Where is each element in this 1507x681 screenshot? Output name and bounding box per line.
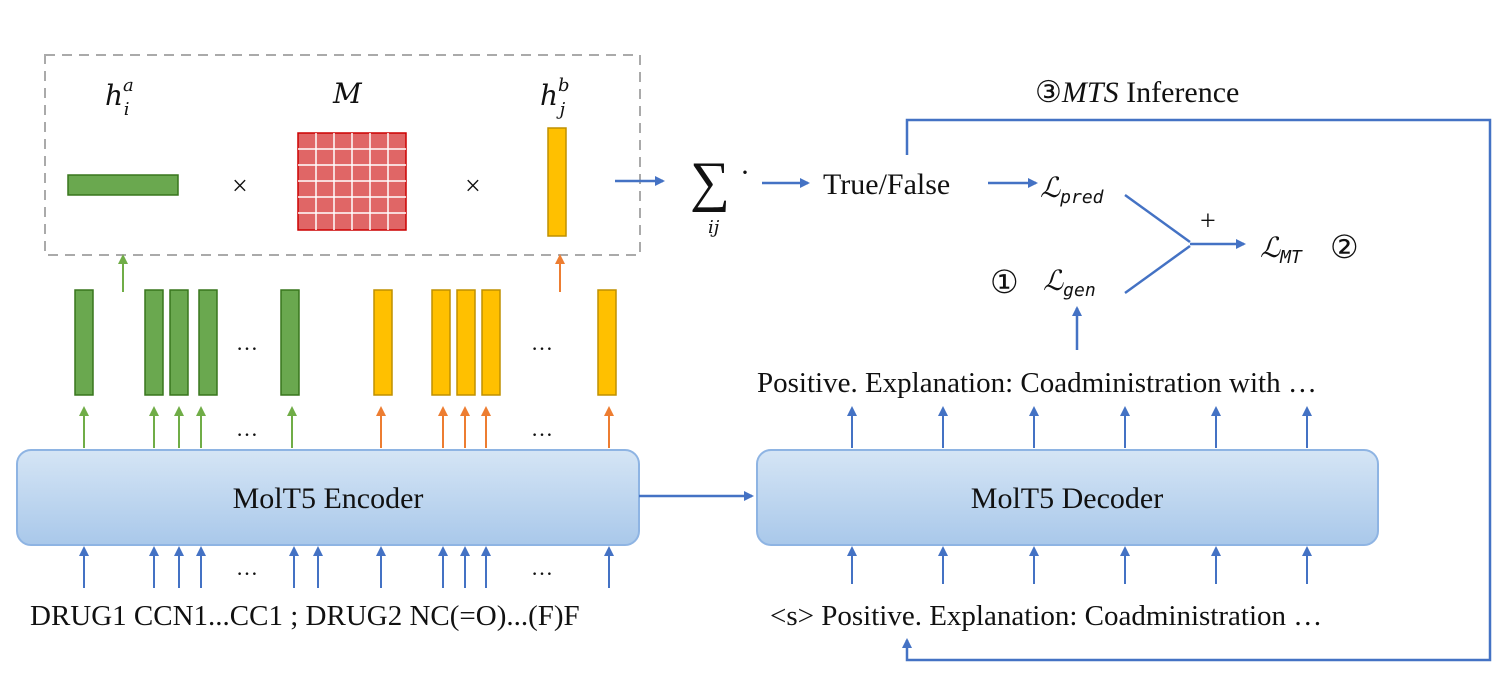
decoder-box bbox=[756, 449, 1379, 546]
ellipsis-in-1: … bbox=[236, 555, 258, 580]
loss-mt-marker: ② bbox=[1330, 229, 1359, 265]
attention-box bbox=[44, 54, 641, 256]
plus-sign: + bbox=[1200, 206, 1216, 237]
sum-symbol: ∑ bbox=[690, 151, 730, 213]
ellipsis-vectors-2: … bbox=[531, 330, 553, 355]
encoder-output-arrows-green bbox=[79, 406, 297, 448]
decoder-output-text: Positive. Explanation: Coadministration … bbox=[757, 367, 1317, 399]
inference-label: ③MTS Inference bbox=[1035, 76, 1239, 109]
times-1: × bbox=[232, 171, 248, 202]
label-h-a: ha i bbox=[105, 75, 134, 120]
line-gen-to-sum bbox=[1124, 244, 1191, 295]
ellipsis-out-1: … bbox=[236, 416, 258, 441]
encoder-label: MolT5 Encoder bbox=[233, 482, 424, 515]
ellipsis-in-2: … bbox=[531, 555, 553, 580]
decoder-input-text: <s> Positive. Explanation: Coadministrat… bbox=[770, 600, 1322, 632]
times-2: × bbox=[465, 171, 481, 202]
encoder-input-text: DRUG1 CCN1...CC1 ; DRUG2 NC(=O)...(F)F bbox=[30, 600, 580, 632]
sum-subscript: ij bbox=[708, 217, 720, 238]
label-m: M bbox=[332, 77, 363, 110]
decoder-input-arrows bbox=[847, 546, 1312, 584]
line-pred-to-sum bbox=[1124, 193, 1191, 244]
encoder-output-arrows-orange bbox=[376, 406, 614, 448]
label-h-b: hb j bbox=[540, 75, 570, 120]
decoder-output-arrows bbox=[847, 406, 1312, 448]
vector-h-a bbox=[67, 174, 179, 196]
loss-pred: ℒpred bbox=[1040, 171, 1105, 208]
prediction-label: True/False bbox=[823, 168, 950, 201]
vector-h-b bbox=[547, 127, 567, 237]
inference-loop-line bbox=[902, 118, 1492, 662]
ellipsis-vectors-1: … bbox=[236, 330, 258, 355]
loss-gen-marker: ① bbox=[990, 264, 1019, 300]
ellipsis-out-2: … bbox=[531, 416, 553, 441]
matrix-m bbox=[297, 132, 407, 231]
decoder-label: MolT5 Decoder bbox=[971, 482, 1163, 515]
encoder-input-arrows bbox=[79, 546, 614, 588]
drug2-token-vectors bbox=[373, 289, 617, 396]
sum-dot: · bbox=[740, 156, 750, 189]
loss-mt: ℒMT bbox=[1260, 231, 1303, 268]
drug1-token-vectors bbox=[74, 289, 300, 396]
loss-gen: ℒgen bbox=[1043, 264, 1096, 301]
encoder-box bbox=[16, 449, 640, 546]
